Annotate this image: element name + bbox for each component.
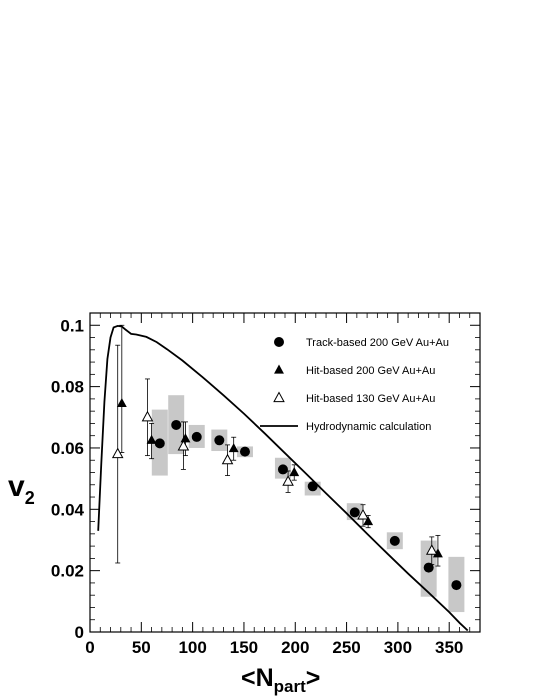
legend-entry-label: Hit-based 130 GeV Au+Au	[306, 393, 435, 405]
x-axis-title: <Npart>	[241, 664, 320, 696]
y-tick-label: 0.06	[51, 439, 84, 458]
data-point-hit-200	[146, 434, 157, 444]
data-point-track-200	[307, 481, 318, 492]
data-point-hit-130	[282, 475, 294, 486]
x-tick-label: 350	[435, 638, 463, 657]
plot-frame-layer	[89, 312, 481, 633]
x-tick-label: 300	[384, 638, 412, 657]
y-tick-label: 0	[75, 623, 84, 642]
y-tick-label: 0.08	[51, 378, 84, 397]
data-point-track-200	[154, 438, 165, 449]
legend-entry-label: Hydrodynamic calculation	[306, 421, 431, 433]
y-axis-title: v2	[8, 470, 35, 508]
y-axis-title-main: v	[8, 470, 25, 503]
markers-layer	[111, 397, 462, 591]
y-axis-title-sub: 2	[25, 488, 35, 508]
y-tick-label: 0.02	[51, 562, 84, 581]
legend-marker-track-200	[274, 337, 284, 347]
data-point-hit-200	[116, 397, 127, 408]
data-point-track-200	[191, 431, 202, 442]
data-point-track-200	[451, 580, 462, 591]
data-point-hit-130	[357, 508, 369, 520]
hydro-curve-layer	[97, 324, 469, 632]
data-point-hit-200	[363, 516, 374, 526]
data-point-track-200	[423, 562, 434, 573]
data-point-track-200	[171, 419, 182, 430]
legend: Track-based 200 GeV Au+Au Hit-based 200 G…	[260, 337, 449, 433]
x-tick-label: 250	[332, 638, 360, 657]
hydro-curve	[97, 324, 469, 632]
x-axis-title-sub: part	[274, 677, 306, 696]
legend-entry-label: Track-based 200 GeV Au+Au	[306, 337, 449, 349]
data-point-hit-130	[177, 439, 190, 451]
x-axis-title-main: <N	[241, 664, 274, 692]
x-tick-label: 200	[281, 638, 309, 657]
data-point-hit-130	[425, 544, 438, 555]
data-point-track-200	[214, 435, 225, 446]
tick-labels-layer: 0 50 100 150 200 250 300 350 0 0.02 0.04 0.06 0.08 0.…	[51, 316, 463, 657]
data-point-track-200	[239, 446, 250, 457]
data-point-hit-130	[111, 447, 124, 459]
x-tick-label: 100	[178, 638, 206, 657]
data-point-track-200	[349, 507, 360, 518]
data-point-hit-200	[289, 467, 300, 477]
x-tick-label: 0	[85, 638, 94, 657]
legend-marker-hit-130	[273, 391, 285, 403]
data-point-track-200	[389, 535, 400, 546]
x-axis-title-end: >	[306, 664, 321, 692]
x-tick-label: 50	[132, 638, 151, 657]
data-point-track-200	[277, 464, 288, 475]
y-tick-label: 0.1	[60, 316, 84, 335]
legend-entry-label: Hit-based 200 GeV Au+Au	[306, 365, 435, 377]
data-point-hit-200	[432, 548, 443, 558]
x-tick-label: 150	[230, 638, 258, 657]
legend-marker-hit-200	[274, 364, 284, 374]
data-point-hit-200	[180, 433, 191, 443]
data-point-hit-200	[228, 443, 239, 453]
y-tick-label: 0.04	[51, 500, 85, 519]
data-point-hit-130	[141, 410, 154, 422]
data-point-hit-130	[221, 453, 234, 465]
